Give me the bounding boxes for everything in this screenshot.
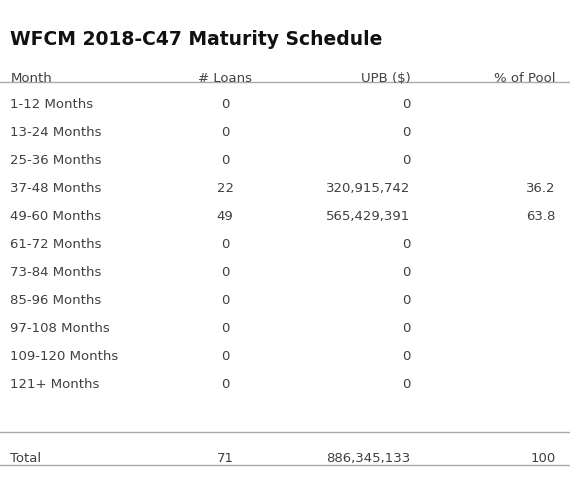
Text: UPB ($): UPB ($) [361,72,410,85]
Text: 0: 0 [402,238,410,251]
Text: Month: Month [10,72,52,85]
Text: 0: 0 [402,294,410,307]
Text: 25-36 Months: 25-36 Months [10,154,102,167]
Text: 0: 0 [221,266,229,279]
Text: Total: Total [10,452,42,465]
Text: 0: 0 [221,98,229,111]
Text: 0: 0 [221,238,229,251]
Text: 100: 100 [531,452,556,465]
Text: 0: 0 [402,350,410,363]
Text: 63.8: 63.8 [526,210,556,223]
Text: 0: 0 [402,378,410,391]
Text: 121+ Months: 121+ Months [10,378,100,391]
Text: 22: 22 [217,182,234,195]
Text: % of Pool: % of Pool [494,72,556,85]
Text: 71: 71 [217,452,234,465]
Text: 49-60 Months: 49-60 Months [10,210,101,223]
Text: 0: 0 [221,350,229,363]
Text: 565,429,391: 565,429,391 [326,210,410,223]
Text: 0: 0 [221,322,229,335]
Text: 0: 0 [221,294,229,307]
Text: # Loans: # Loans [198,72,252,85]
Text: 61-72 Months: 61-72 Months [10,238,102,251]
Text: 0: 0 [221,378,229,391]
Text: WFCM 2018-C47 Maturity Schedule: WFCM 2018-C47 Maturity Schedule [10,30,382,49]
Text: 0: 0 [402,126,410,139]
Text: 0: 0 [402,98,410,111]
Text: 0: 0 [402,322,410,335]
Text: 0: 0 [402,154,410,167]
Text: 320,915,742: 320,915,742 [326,182,410,195]
Text: 97-108 Months: 97-108 Months [10,322,110,335]
Text: 0: 0 [221,154,229,167]
Text: 0: 0 [221,126,229,139]
Text: 85-96 Months: 85-96 Months [10,294,101,307]
Text: 886,345,133: 886,345,133 [326,452,410,465]
Text: 13-24 Months: 13-24 Months [10,126,102,139]
Text: 1-12 Months: 1-12 Months [10,98,93,111]
Text: 109-120 Months: 109-120 Months [10,350,119,363]
Text: 73-84 Months: 73-84 Months [10,266,101,279]
Text: 49: 49 [217,210,234,223]
Text: 36.2: 36.2 [526,182,556,195]
Text: 37-48 Months: 37-48 Months [10,182,101,195]
Text: 0: 0 [402,266,410,279]
